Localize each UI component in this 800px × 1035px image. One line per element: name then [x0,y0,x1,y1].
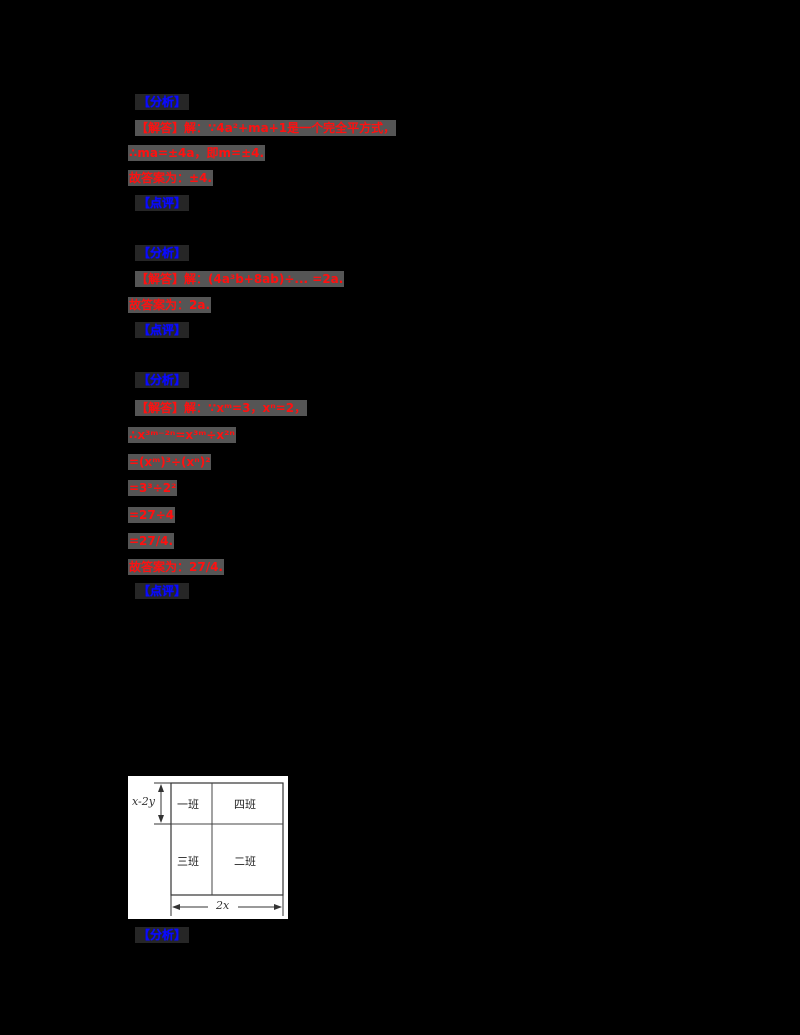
answer-line: 【解答】解：(4a³b+8ab)÷... =2a. [135,271,345,287]
answer-text: =(xᵐ)³÷(xⁿ)² [128,454,212,470]
answer-line: =3³÷2² [128,480,178,496]
cell-class-1: 一班 [177,798,199,811]
comment-tag-2: 【点评】 [135,322,190,338]
final-answer-text: 故答案为：27/4. [128,559,224,575]
answer-text: ∴x³ᵐ⁻²ⁿ=x³ᵐ÷x²ⁿ [128,427,236,443]
cell-class-4: 四班 [234,798,256,811]
analysis-tag-2: 【分析】 [135,245,190,261]
analysis-tag-label: 【分析】 [135,94,190,110]
answer-line: 【解答】解：∵4a²+ma+1是一个完全平方式， [135,120,397,136]
answer-line: ∴x³ᵐ⁻²ⁿ=x³ᵐ÷x²ⁿ [128,427,236,443]
answer-text: 【解答】解：∵xᵐ=3，xⁿ=2， [135,400,308,416]
answer-line: 故答案为：±4. [128,170,213,186]
answer-line: 故答案为：27/4. [128,559,224,575]
answer-line: =27÷4 [128,507,176,523]
cell-class-2: 二班 [234,855,256,868]
comment-tag-3: 【点评】 [135,583,190,599]
answer-text: ∴ma=±4a，即m=±4. [128,145,266,161]
final-answer-text: 故答案为：2a. [128,297,212,313]
answer-line: 故答案为：2a. [128,297,212,313]
analysis-tag-3: 【分析】 [135,372,190,388]
answer-line: 【解答】解：∵xᵐ=3，xⁿ=2， [135,400,308,416]
answer-text: =27/4. [128,533,175,549]
left-dimension-label: x-2y [132,795,155,808]
analysis-tag-label: 【分析】 [135,372,190,388]
classroom-area-diagram: x-2y 2x 一班 四班 三班 二班 [128,776,288,919]
analysis-tag-label: 【分析】 [135,927,190,943]
comment-tag-label: 【点评】 [135,322,190,338]
answer-line: ∴ma=±4a，即m=±4. [128,145,266,161]
comment-tag-1: 【点评】 [135,195,190,211]
answer-text: 【解答】解：∵4a²+ma+1是一个完全平方式， [135,120,397,136]
answer-text: 【解答】解：(4a³b+8ab)÷... =2a. [135,271,345,287]
comment-tag-label: 【点评】 [135,583,190,599]
answer-line: =27/4. [128,533,175,549]
cell-class-3: 三班 [177,855,199,868]
answer-text: =3³÷2² [128,480,178,496]
analysis-tag-1: 【分析】 [135,94,190,110]
analysis-tag-4: 【分析】 [135,927,190,943]
bottom-dimension-label: 2x [216,899,230,912]
answer-line: =(xᵐ)³÷(xⁿ)² [128,454,212,470]
final-answer-text: 故答案为：±4. [128,170,213,186]
comment-tag-label: 【点评】 [135,195,190,211]
answer-text: =27÷4 [128,507,176,523]
analysis-tag-label: 【分析】 [135,245,190,261]
